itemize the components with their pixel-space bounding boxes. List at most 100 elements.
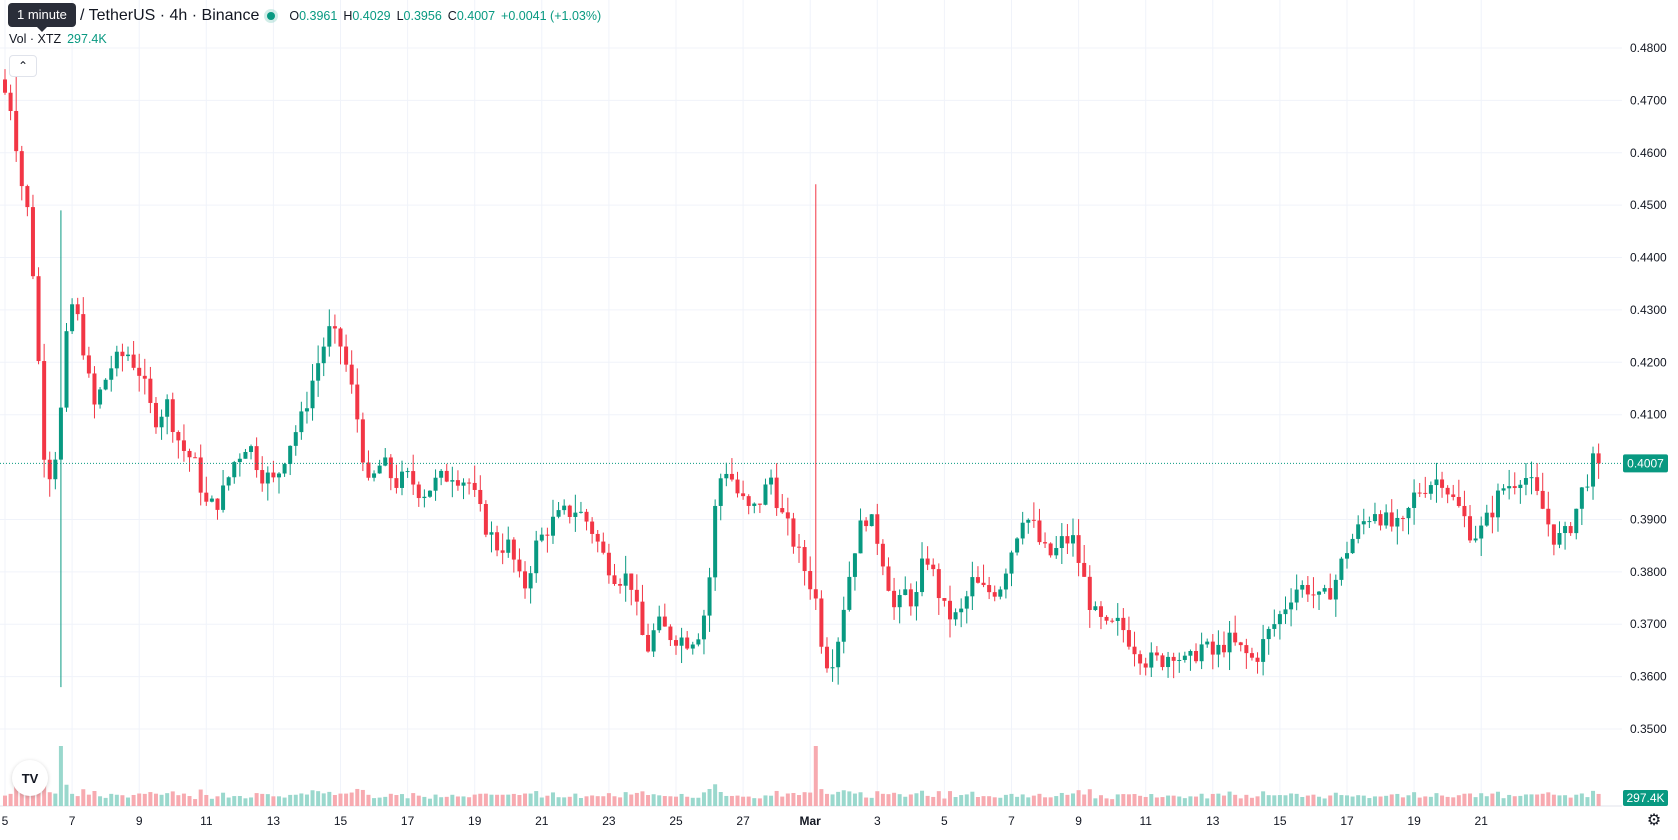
candle-body: [534, 540, 539, 574]
candle-body: [1249, 653, 1254, 658]
candle-body: [757, 503, 762, 505]
candle-body: [1546, 508, 1551, 525]
candle-body: [970, 577, 975, 597]
candle-body: [584, 511, 589, 522]
volume-bar: [1568, 797, 1573, 806]
candle-body: [204, 492, 209, 502]
volume-bar: [349, 792, 354, 806]
volume-bar: [316, 791, 321, 806]
volume-bar: [187, 796, 192, 806]
candle-body: [1177, 659, 1182, 661]
candle-body: [769, 477, 774, 485]
candle-body: [875, 514, 880, 544]
candle-body: [120, 351, 125, 357]
volume-bar: [450, 794, 455, 806]
candle-body: [271, 472, 276, 478]
volume-bar: [215, 796, 220, 806]
candle-body: [349, 364, 354, 385]
volume-bar: [685, 796, 690, 806]
volume-bar: [897, 794, 902, 806]
volume-bar: [1574, 794, 1579, 806]
candle-body: [724, 473, 729, 479]
candle-body: [1283, 609, 1288, 615]
volume-bar: [539, 797, 544, 806]
volume-bar: [1221, 795, 1226, 806]
volume-bar: [886, 794, 891, 806]
candle-body: [1149, 652, 1154, 668]
candle-body: [75, 304, 80, 315]
volume-bar: [1518, 795, 1523, 806]
volume-bar: [1473, 797, 1478, 806]
volume-bar: [181, 793, 186, 806]
candle-body: [400, 471, 405, 488]
candle-body: [1350, 538, 1355, 554]
candle-body: [444, 470, 449, 482]
volume-bar: [47, 792, 52, 806]
volume-bar: [679, 793, 684, 806]
volume-bar: [1523, 794, 1528, 806]
volume-bar: [578, 797, 583, 806]
candle-body: [1076, 535, 1081, 563]
volume-bar: [1171, 795, 1176, 806]
time-axis: 5 7 9 11 13 15 17 19 21 23 25 27 Mar 3 5 7 9 11 13 15 17 19 21: [2, 814, 1489, 828]
candle-body: [260, 470, 265, 484]
candle-body: [713, 505, 718, 578]
candle-body: [763, 484, 768, 505]
candle-body: [864, 520, 869, 527]
collapse-legend-button[interactable]: ⌃: [9, 55, 37, 77]
volume-bar: [293, 794, 298, 806]
volume-bar: [724, 795, 729, 806]
candle-body: [511, 539, 516, 560]
volume-bar: [495, 794, 500, 806]
volume-bar: [528, 793, 533, 806]
candle-body: [500, 550, 505, 553]
volume-bar: [1311, 794, 1316, 806]
volume-bar: [159, 794, 164, 806]
candle-body: [1400, 517, 1405, 519]
volume-bar: [1579, 793, 1584, 806]
tradingview-logo-icon[interactable]: TV: [12, 760, 48, 796]
candle-body: [36, 276, 41, 362]
candle-body: [1428, 485, 1433, 494]
candle-body: [310, 380, 315, 409]
candle-body: [1523, 478, 1528, 485]
volume-bar: [601, 796, 606, 806]
candle-body: [1540, 490, 1545, 509]
volume-bar: [1479, 793, 1484, 806]
volume-bar: [774, 790, 779, 806]
price-axis-background: [1622, 0, 1678, 835]
candle-body: [1216, 644, 1221, 655]
volume-bar: [249, 797, 254, 806]
volume-bar: [198, 789, 203, 806]
candle-body: [92, 373, 97, 405]
candle-body: [903, 589, 908, 596]
symbol-title[interactable]: / TetherUS · 4h · Binance: [80, 7, 260, 24]
volume-bar: [1143, 796, 1148, 806]
candle-body: [226, 477, 231, 486]
volume-bar: [276, 796, 281, 806]
volume-bar: [1043, 797, 1048, 806]
volume-bar: [1322, 798, 1327, 806]
candle-body: [662, 616, 667, 627]
candle-body: [461, 482, 466, 486]
low-value: 0.3956: [403, 9, 442, 23]
volume-tag: [1623, 790, 1668, 806]
volume-bar: [439, 797, 444, 806]
axis-tags: 0.4007 297.4K: [1623, 454, 1668, 806]
high-value: 0.4029: [352, 9, 391, 23]
candle-body: [394, 478, 399, 488]
candle-body: [1456, 496, 1461, 506]
candle-body: [808, 571, 813, 590]
candle-body: [1535, 477, 1540, 491]
volume-bar: [3, 795, 7, 806]
price-tick-label: 0.4500: [1630, 198, 1667, 212]
volume-bar: [1345, 795, 1349, 806]
price-tick-label: 0.3500: [1630, 722, 1667, 736]
gear-icon[interactable]: ⚙: [1646, 812, 1662, 829]
volume-bar: [757, 798, 762, 806]
candle-body: [70, 304, 75, 332]
candle-body: [836, 641, 841, 668]
candle-body: [1451, 494, 1456, 497]
